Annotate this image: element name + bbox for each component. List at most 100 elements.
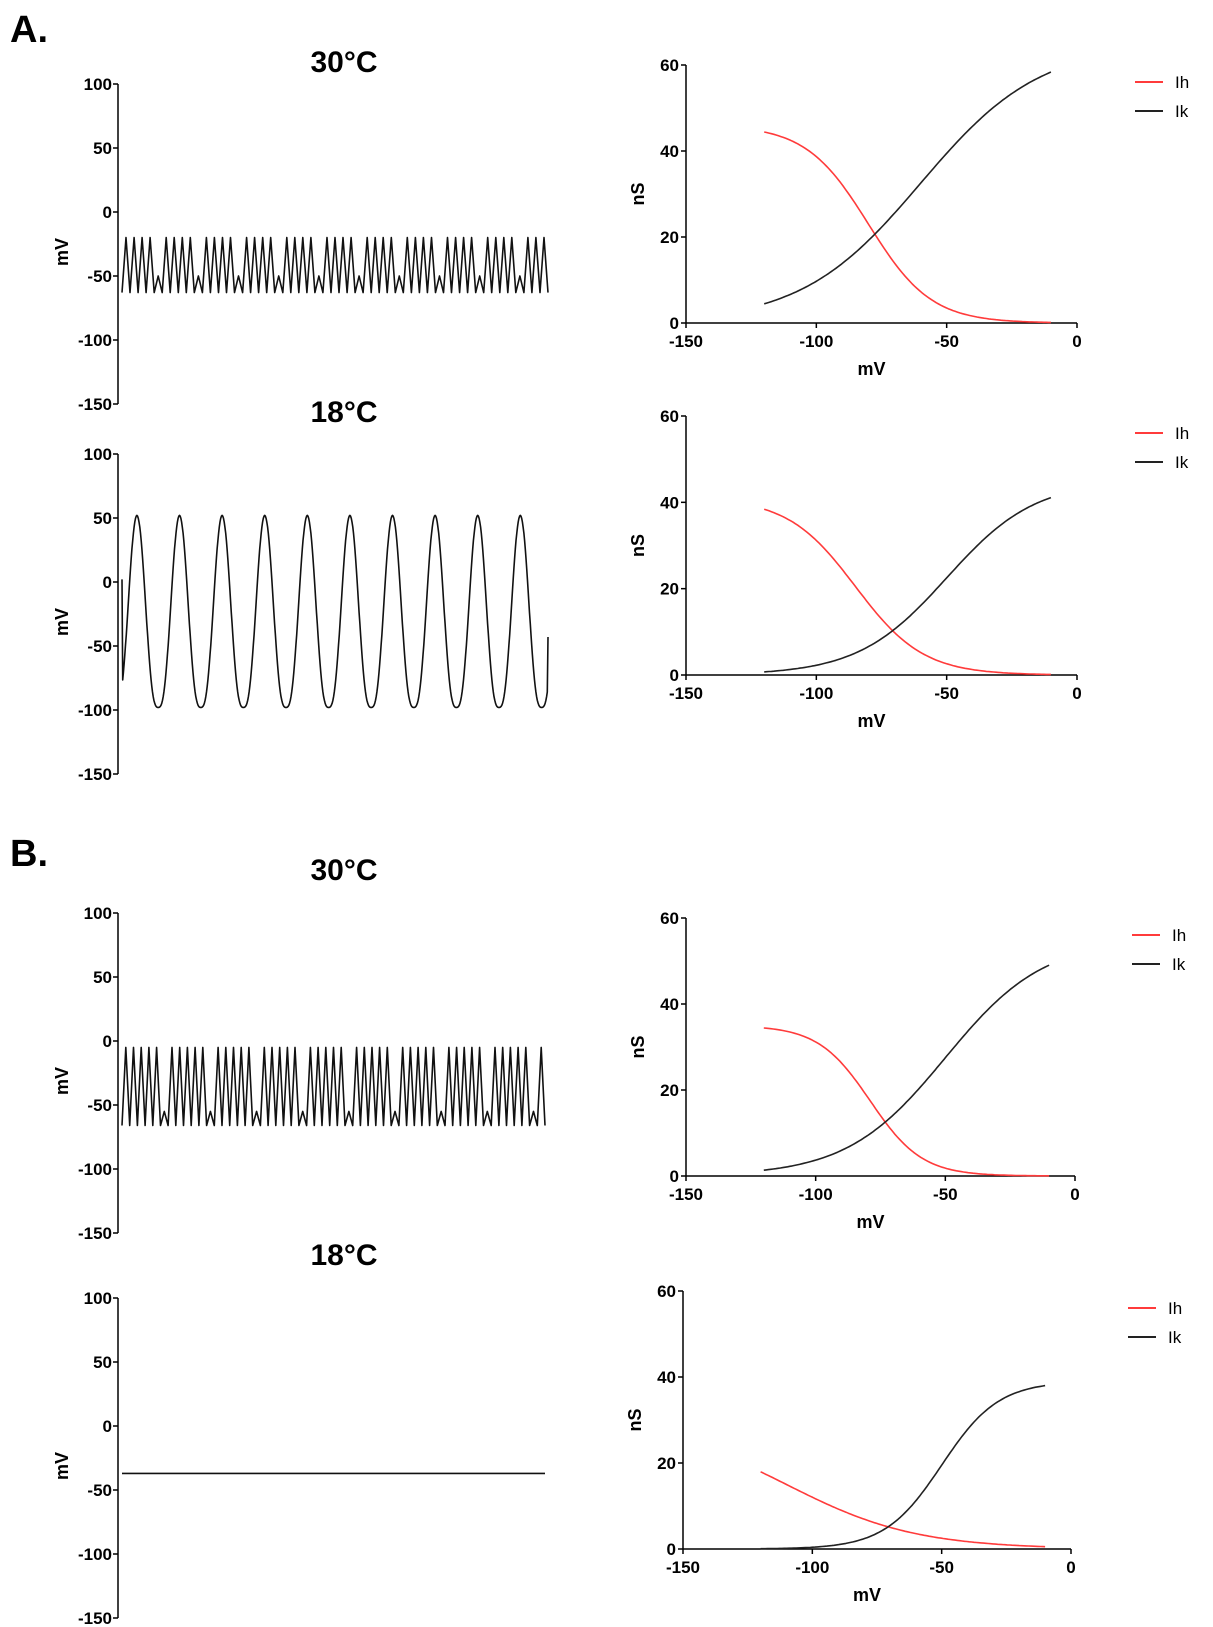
x-tick-label: -100 [799, 684, 833, 703]
y-tick-label: -100 [78, 1545, 112, 1564]
y-tick-label: 50 [93, 1353, 112, 1372]
y-tick-label: 0 [103, 573, 112, 592]
x-tick-label: -50 [929, 1558, 954, 1577]
x-axis-title: mV [853, 1585, 881, 1605]
y-axis-title: mV [52, 238, 72, 266]
y-axis-title: mV [52, 1452, 72, 1480]
y-tick-label: 0 [670, 1167, 679, 1186]
series-line-ik [763, 71, 1052, 305]
temperature-title: 18°C [310, 396, 377, 429]
y-tick-label: -50 [87, 267, 112, 286]
y-tick-label: 20 [660, 228, 679, 247]
voltage-trace [121, 514, 549, 709]
y-tick-label: 50 [93, 968, 112, 987]
legend-label-ik: Ik [1172, 955, 1186, 974]
charts-container: 30°C 100 50 0 -50 -100 -150 mV 18°C 100 50 0 -50 -100… [52, 46, 1189, 1627]
y-tick-label: -100 [78, 701, 112, 720]
y-tick-label: 0 [670, 314, 679, 333]
y-tick-label: 60 [657, 1282, 676, 1301]
legend-label-ih: Ih [1175, 73, 1189, 92]
x-tick-label: -50 [934, 684, 959, 703]
x-axis-title: mV [856, 1212, 884, 1232]
y-axis-title: mV [52, 608, 72, 636]
legend-label-ik: Ik [1175, 453, 1189, 472]
legend-label-ih: Ih [1168, 1299, 1182, 1318]
y-tick-label: 100 [84, 1289, 112, 1308]
y-tick-label: 60 [660, 909, 679, 928]
x-tick-label: -150 [666, 1558, 700, 1577]
y-tick-label: 60 [660, 407, 679, 426]
panel-label-a: A. [10, 9, 48, 51]
series-line-ih [760, 1471, 1046, 1548]
x-tick-label: 0 [1072, 332, 1081, 351]
y-tick-label: -150 [78, 765, 112, 784]
y-tick-label: 40 [660, 995, 679, 1014]
y-tick-label: 0 [667, 1540, 676, 1559]
temperature-title: 30°C [310, 46, 377, 79]
y-tick-label: 100 [84, 75, 112, 94]
y-tick-label: 50 [93, 509, 112, 528]
legend-label-ik: Ik [1168, 1328, 1182, 1347]
y-tick-label: 0 [103, 203, 112, 222]
temperature-title: 30°C [310, 854, 377, 887]
y-axis-title: nS [628, 182, 648, 205]
x-tick-label: -100 [799, 332, 833, 351]
y-tick-label: 0 [103, 1032, 112, 1051]
y-tick-label: 100 [84, 904, 112, 923]
y-tick-label: 40 [660, 493, 679, 512]
x-tick-label: -100 [795, 1558, 829, 1577]
series-line-ik [764, 496, 1052, 673]
y-tick-label: -150 [78, 1609, 112, 1627]
series-line-ih [763, 508, 1051, 676]
y-axis-title: nS [628, 534, 648, 557]
y-axis-title: nS [625, 1408, 645, 1431]
voltage-trace [121, 236, 549, 294]
y-tick-label: 60 [660, 56, 679, 75]
y-tick-label: -100 [78, 331, 112, 350]
y-tick-label: 100 [84, 445, 112, 464]
x-tick-label: -100 [799, 1185, 833, 1204]
x-tick-label: 0 [1070, 1185, 1079, 1204]
y-tick-label: 20 [660, 1081, 679, 1100]
series-line-ik [760, 1384, 1046, 1550]
y-tick-label: 0 [103, 1417, 112, 1436]
y-tick-label: -50 [87, 1481, 112, 1500]
x-tick-label: -50 [933, 1185, 958, 1204]
y-tick-label: -100 [78, 1160, 112, 1179]
y-tick-label: 50 [93, 139, 112, 158]
legend-label-ih: Ih [1172, 926, 1186, 945]
chart-A-18-voltage: 18°C 100 50 0 -50 -100 -150 mV [52, 396, 549, 784]
y-tick-label: 0 [670, 666, 679, 685]
x-tick-label: -150 [669, 684, 703, 703]
x-axis-title: mV [857, 359, 885, 379]
series-line-ih [763, 1027, 1050, 1177]
series-line-ih [764, 131, 1051, 324]
y-axis-title: mV [52, 1067, 72, 1095]
panel-label-b: B. [10, 833, 48, 875]
x-axis-title: mV [857, 711, 885, 731]
x-tick-label: -50 [934, 332, 959, 351]
y-tick-label: -150 [78, 1224, 112, 1243]
chart-B-30-voltage: 30°C 100 50 0 -50 -100 -150 mV [52, 854, 546, 1243]
series-line-ik [763, 964, 1050, 1171]
legend-label-ih: Ih [1175, 424, 1189, 443]
y-tick-label: -50 [87, 1096, 112, 1115]
chart-B-18-voltage: 18°C 100 50 0 -50 -100 -150 mV [52, 1239, 545, 1627]
y-tick-label: 40 [660, 142, 679, 161]
x-tick-label: -150 [669, 332, 703, 351]
x-tick-label: 0 [1072, 684, 1081, 703]
y-tick-label: -50 [87, 637, 112, 656]
voltage-trace [121, 1046, 546, 1127]
temperature-title: 18°C [310, 1239, 377, 1272]
y-tick-label: -150 [78, 395, 112, 414]
x-tick-label: 0 [1066, 1558, 1075, 1577]
y-tick-label: 20 [660, 580, 679, 599]
chart-A-30-voltage: 30°C 100 50 0 -50 -100 -150 mV [52, 46, 549, 414]
x-tick-label: -150 [669, 1185, 703, 1204]
legend-label-ik: Ik [1175, 102, 1189, 121]
